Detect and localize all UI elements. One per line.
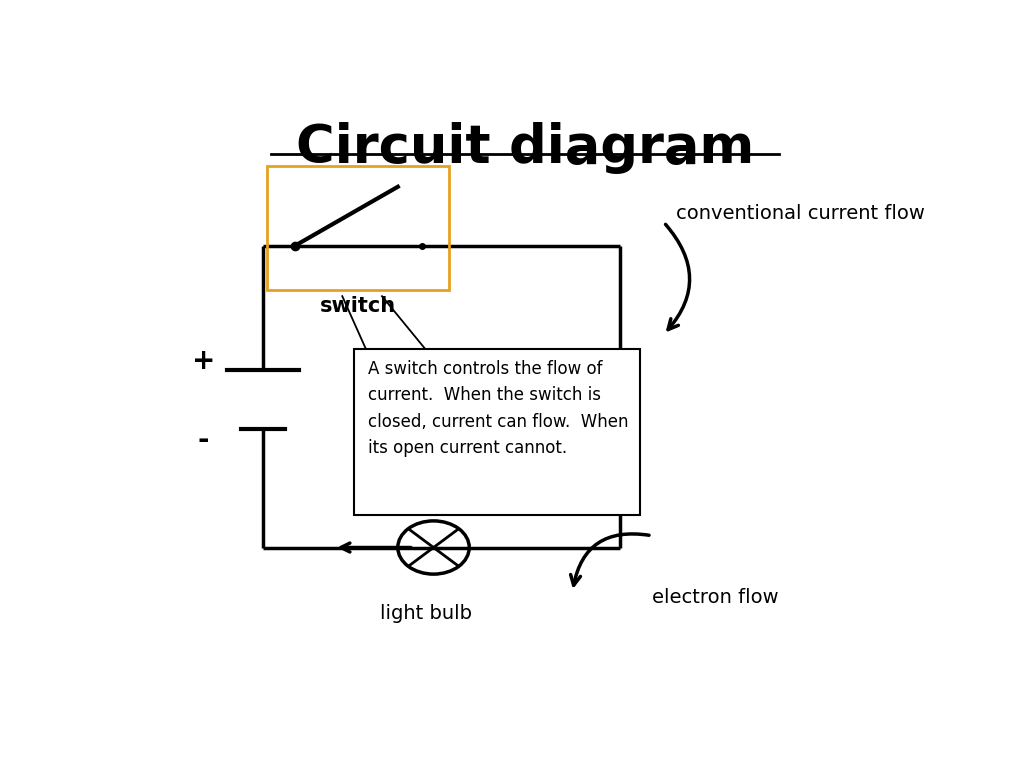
Text: switch: switch xyxy=(321,296,396,316)
Text: conventional current flow: conventional current flow xyxy=(676,204,925,223)
Text: electron flow: electron flow xyxy=(652,588,778,607)
Text: light bulb: light bulb xyxy=(380,604,472,623)
Bar xyxy=(354,349,640,515)
Text: Circuit diagram: Circuit diagram xyxy=(296,121,754,174)
Text: A switch controls the flow of
current.  When the switch is
closed, current can f: A switch controls the flow of current. W… xyxy=(369,360,629,457)
Text: +: + xyxy=(191,347,215,376)
Text: -: - xyxy=(198,426,209,454)
Bar xyxy=(267,166,450,290)
